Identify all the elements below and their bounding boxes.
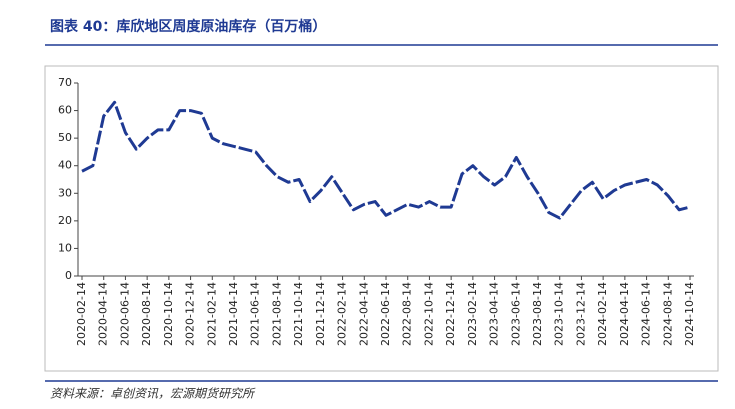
- x-tick-label: 2024-08-14: [661, 282, 674, 346]
- x-tick-label: 2021-02-14: [205, 282, 218, 346]
- x-tick-label: 2022-12-14: [444, 282, 457, 346]
- data-line: [81, 100, 691, 220]
- x-tick-label: 2021-12-14: [314, 282, 327, 346]
- x-tick-label: 2022-06-14: [379, 282, 392, 346]
- title: 图表 40：库欣地区周度原油库存（百万桶）: [50, 18, 326, 35]
- x-tick-label: 2021-04-14: [227, 282, 240, 346]
- y-tick-label: 0: [65, 269, 72, 282]
- x-tick-label: 2020-12-14: [184, 282, 197, 346]
- y-tick-label: 40: [58, 159, 72, 172]
- x-tick-label: 2021-06-14: [249, 282, 262, 346]
- x-tick-label: 2023-02-14: [466, 282, 479, 346]
- x-tick-label: 2022-02-14: [336, 282, 349, 346]
- x-tick-label: 2023-08-14: [531, 282, 544, 346]
- y-tick-label: 70: [58, 76, 72, 89]
- y-tick-label: 20: [58, 214, 72, 227]
- x-tick-label: 2020-02-14: [75, 282, 88, 346]
- x-tick-label: 2020-10-14: [162, 282, 175, 346]
- x-tick-label: 2022-04-14: [357, 282, 370, 346]
- y-tick-label: 60: [58, 104, 72, 117]
- y-tick-label: 10: [58, 241, 72, 254]
- x-tick-label: 2024-02-14: [596, 282, 609, 346]
- x-tick-label: 2021-10-14: [292, 282, 305, 346]
- x-tick-label: 2024-06-14: [640, 282, 653, 346]
- x-tick-label: 2023-06-14: [509, 282, 522, 346]
- x-tick-label: 2021-08-14: [270, 282, 283, 346]
- x-tick-label: 2020-08-14: [140, 282, 153, 346]
- x-tick-label: 2020-04-14: [97, 282, 110, 346]
- y-tick-label: 50: [58, 131, 72, 144]
- chart-frame: [44, 65, 719, 372]
- x-tick-label: 2023-12-14: [574, 282, 587, 346]
- x-tick-label: 2023-04-14: [488, 282, 501, 346]
- source: 资料来源：卓创资讯，宏源期货研究所: [50, 387, 256, 401]
- x-tick-label: 2022-10-14: [422, 282, 435, 346]
- y-tick-label: 30: [58, 186, 72, 199]
- x-tick-label: 2020-06-14: [118, 282, 131, 346]
- x-tick-label: 2024-10-14: [683, 282, 696, 346]
- x-tick-label: 2024-04-14: [618, 282, 631, 346]
- x-tick-label: 2023-10-14: [553, 282, 566, 346]
- x-tick-label: 2022-08-14: [401, 282, 414, 346]
